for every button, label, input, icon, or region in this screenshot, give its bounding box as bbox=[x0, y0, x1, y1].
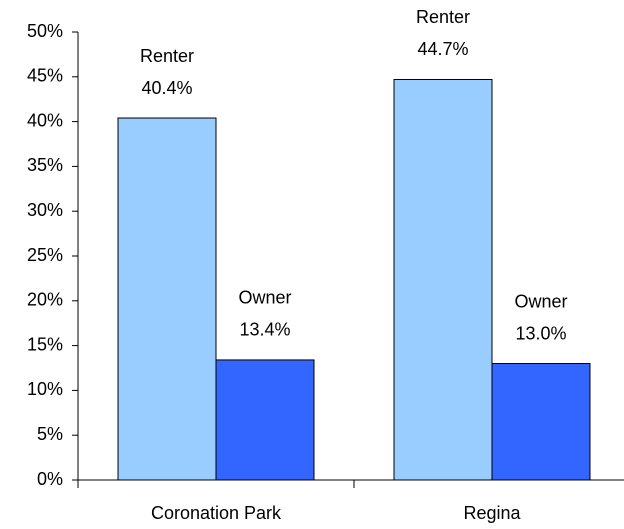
bar bbox=[491, 363, 591, 481]
y-tick-label: 10% bbox=[27, 379, 63, 399]
y-tick-label: 30% bbox=[27, 200, 63, 220]
series-label: Renter bbox=[140, 46, 194, 66]
bar bbox=[393, 78, 493, 481]
data-label: 40.4% bbox=[141, 78, 192, 98]
y-tick-label: 40% bbox=[27, 110, 63, 130]
y-tick-label: 50% bbox=[27, 21, 63, 41]
data-label: 13.4% bbox=[239, 320, 290, 340]
series-label: Renter bbox=[416, 7, 470, 27]
y-tick-label: 35% bbox=[27, 155, 63, 175]
y-tick-label: 15% bbox=[27, 334, 63, 354]
data-label: 13.0% bbox=[515, 323, 566, 343]
bar bbox=[117, 117, 217, 481]
y-tick-label: 20% bbox=[27, 290, 63, 310]
x-tick-label: Regina bbox=[463, 503, 521, 523]
series-label: Owner bbox=[514, 291, 567, 311]
x-tick-label: Coronation Park bbox=[151, 503, 282, 523]
y-tick-label: 5% bbox=[37, 424, 63, 444]
data-label: 44.7% bbox=[417, 39, 468, 59]
y-tick-label: 25% bbox=[27, 245, 63, 265]
bar bbox=[215, 359, 315, 481]
y-tick-label: 0% bbox=[37, 469, 63, 489]
y-tick-label: 45% bbox=[27, 66, 63, 86]
series-label: Owner bbox=[238, 288, 291, 308]
